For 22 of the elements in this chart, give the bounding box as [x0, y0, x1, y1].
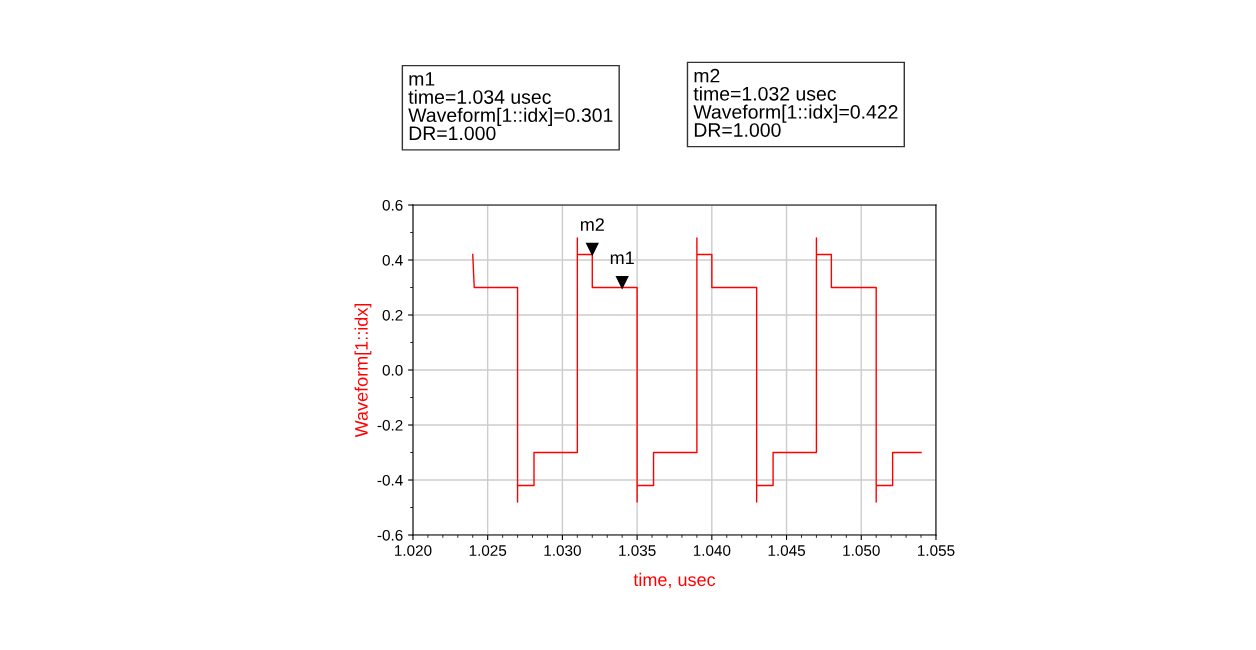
x-tick-label: 1.035 — [619, 545, 656, 556]
x-tick-label: 1.030 — [544, 545, 581, 556]
annotation: m2 — [580, 218, 604, 231]
line-series — [472, 237, 922, 503]
y-tick-label: -0.6 — [377, 529, 403, 541]
y-tick-label: -0.4 — [377, 474, 403, 486]
x-tick-label: 1.020 — [395, 545, 432, 556]
x-tick-label: 1.040 — [693, 545, 731, 556]
text: m1 time=1.034 usec Waveform[1::idx]=0.301 DR=1.000 — [408, 72, 613, 141]
y-tick-label: 0.0 — [382, 364, 403, 376]
annotation: m1 — [610, 251, 634, 265]
x-tick-label: 1.045 — [768, 545, 806, 556]
y-tick-label: 0.2 — [382, 309, 403, 321]
x-axis-title: time, usec — [633, 572, 716, 589]
x-tick-label: 1.050 — [843, 545, 880, 556]
y-tick-label: 0.6 — [382, 199, 403, 211]
y-tick-label: -0.2 — [377, 419, 403, 431]
text: m2 time=1.032 usec Waveform[1::idx]=0.422 DR=1.000 — [693, 68, 898, 137]
y-axis-title: Waveform[1::idx] — [354, 303, 372, 438]
y-tick-label: 0.4 — [382, 254, 403, 266]
x-tick-label: 1.025 — [469, 545, 507, 556]
x-tick-label: 1.055 — [918, 545, 955, 556]
